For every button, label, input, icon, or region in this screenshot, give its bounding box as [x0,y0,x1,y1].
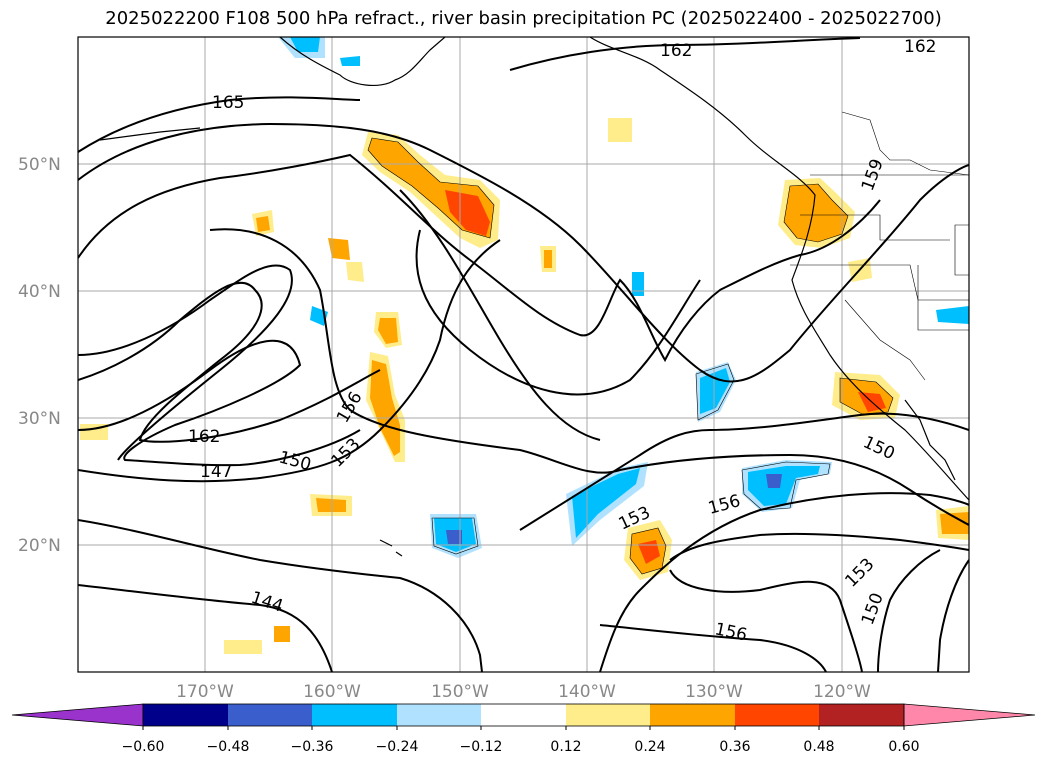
colorbar-outline [142,703,905,727]
colorbar-segment [481,704,566,726]
precip-negative-area [340,56,360,66]
colorbar-tick-label: −0.36 [291,739,334,755]
precip-negative-area [748,466,820,506]
refractivity-contours [78,37,969,672]
colorbar-extend-high [903,703,1036,727]
colorbar-segment [312,704,397,726]
precip-negative-area [936,306,969,324]
colorbar-tick-label: −0.60 [122,739,165,755]
colorbar-extend-low [11,703,144,727]
precip-positive-area [370,360,400,456]
precip-positive-area [608,118,632,142]
precip-negative-area [290,37,320,52]
lon-label: 120°W [813,682,871,702]
colorbar-segment [228,704,312,726]
contour-label: 147 [200,462,232,482]
lon-label: 140°W [558,682,616,702]
colorbar-tick-label: 0.60 [888,739,919,755]
colorbar-tick-label: −0.12 [460,739,503,755]
colorbar-tick-label: 0.48 [803,739,834,755]
lat-label: 20°N [18,536,61,556]
colorbar-segment [397,704,481,726]
precip-positive-area [784,184,848,242]
latitude-labels: 50°N 40°N 30°N 20°N [18,155,61,556]
colorbar-tick-label: 0.36 [719,739,750,755]
map-title: 2025022200 F108 500 hPa refract., river … [105,8,942,29]
coastlines [99,37,969,557]
precip-outlines [367,137,894,575]
precip-positive-area [328,238,350,260]
gridlines [78,37,969,672]
contour-label: 165 [212,93,244,113]
colorbar-segment [650,704,735,726]
colorbar-tick-label: 0.24 [634,739,665,755]
precip-positive-area [378,318,398,344]
contour-label: 162 [660,41,692,61]
colorbar: −0.60 −0.48 −0.36 −0.24 −0.12 0.12 0.24 0.36 0.4… [11,703,1036,755]
precip-positive-area [256,216,270,232]
colorbar-tick-label: −0.24 [376,739,419,755]
precip-fills [80,37,969,654]
precip-positive-area [274,626,290,642]
longitude-labels: 170°W 160°W 150°W 140°W 130°W 120°W [176,682,871,702]
precip-positive-area [544,250,552,268]
precip-positive-area [445,190,490,236]
precip-negative-area [766,474,782,488]
precip-positive-area [638,540,660,564]
precip-negative-area [632,272,644,296]
colorbar-tick-label: −0.48 [207,739,250,755]
map-frame [77,36,970,673]
colorbar-tick-label: 0.12 [550,739,581,755]
precip-positive-area [316,498,346,512]
lon-label: 170°W [176,682,234,702]
contour-label: 162 [188,427,220,447]
lat-label: 40°N [18,282,61,302]
precip-positive-area [224,640,262,654]
contour-label: 162 [904,37,936,57]
colorbar-segment [143,704,228,726]
map-area [78,37,969,672]
lat-label: 30°N [18,409,61,429]
colorbar-segment [819,704,904,726]
lon-label: 160°W [303,682,361,702]
precip-positive-area [940,512,969,534]
colorbar-segment [566,704,650,726]
precip-negative-area [446,530,462,544]
colorbar-segment [735,704,819,726]
precip-positive-area [346,262,364,282]
lon-label: 150°W [431,682,489,702]
political-borders [790,111,969,381]
lat-label: 50°N [18,155,61,175]
precip-negative-area [572,468,640,538]
lon-label: 130°W [685,682,743,702]
